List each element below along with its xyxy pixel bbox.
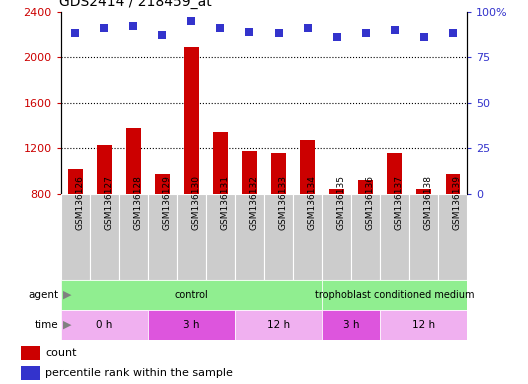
Bar xyxy=(119,194,148,280)
Bar xyxy=(409,194,438,280)
Bar xyxy=(148,194,177,280)
Bar xyxy=(438,194,467,280)
Text: ▶: ▶ xyxy=(63,320,72,330)
Bar xyxy=(235,310,322,340)
Bar xyxy=(293,194,322,280)
Bar xyxy=(21,346,40,360)
Text: GSM136128: GSM136128 xyxy=(133,175,143,230)
Text: time: time xyxy=(34,320,58,330)
Text: GSM136133: GSM136133 xyxy=(279,175,288,230)
Text: 3 h: 3 h xyxy=(183,320,200,330)
Text: GSM136130: GSM136130 xyxy=(192,175,201,230)
Bar xyxy=(329,189,344,194)
Text: 12 h: 12 h xyxy=(412,320,435,330)
Text: GSM136126: GSM136126 xyxy=(76,175,84,230)
Text: GSM136127: GSM136127 xyxy=(105,175,114,230)
Text: ▶: ▶ xyxy=(63,290,72,300)
Text: GSM136131: GSM136131 xyxy=(221,175,230,230)
Text: GSM136134: GSM136134 xyxy=(307,175,317,230)
Bar xyxy=(61,310,148,340)
Point xyxy=(420,34,428,40)
Bar xyxy=(90,194,119,280)
Bar xyxy=(322,280,467,310)
Text: GSM136136: GSM136136 xyxy=(365,175,375,230)
Bar xyxy=(21,366,40,381)
Point xyxy=(303,25,312,31)
Bar xyxy=(148,310,235,340)
Bar xyxy=(322,194,351,280)
Text: GSM136135: GSM136135 xyxy=(337,175,346,230)
Bar xyxy=(61,194,90,280)
Text: 3 h: 3 h xyxy=(343,320,360,330)
Text: GSM136139: GSM136139 xyxy=(453,175,462,230)
Bar xyxy=(446,174,460,194)
Text: 0 h: 0 h xyxy=(96,320,112,330)
Bar xyxy=(322,310,380,340)
Point xyxy=(245,28,254,35)
Text: GSM136138: GSM136138 xyxy=(424,175,433,230)
Point xyxy=(391,26,399,33)
Bar xyxy=(380,194,409,280)
Bar xyxy=(155,174,169,194)
Text: count: count xyxy=(45,348,77,358)
Bar xyxy=(380,310,467,340)
Text: GDS2414 / 218459_at: GDS2414 / 218459_at xyxy=(59,0,211,9)
Point xyxy=(129,23,138,29)
Point xyxy=(100,25,109,31)
Point xyxy=(216,25,225,31)
Bar xyxy=(264,194,293,280)
Bar xyxy=(351,194,380,280)
Point xyxy=(71,30,80,36)
Bar xyxy=(235,194,264,280)
Bar xyxy=(126,127,140,194)
Bar xyxy=(359,180,373,194)
Bar xyxy=(242,151,257,194)
Point xyxy=(158,32,167,38)
Text: GSM136129: GSM136129 xyxy=(163,175,172,230)
Point xyxy=(275,30,283,36)
Bar xyxy=(271,152,286,194)
Bar xyxy=(388,153,402,194)
Bar xyxy=(68,169,82,194)
Bar xyxy=(177,194,206,280)
Text: 12 h: 12 h xyxy=(267,320,290,330)
Bar xyxy=(417,189,431,194)
Text: control: control xyxy=(175,290,208,300)
Point xyxy=(361,30,370,36)
Text: agent: agent xyxy=(28,290,58,300)
Point xyxy=(187,18,196,24)
Bar xyxy=(97,145,111,194)
Text: percentile rank within the sample: percentile rank within the sample xyxy=(45,368,233,378)
Bar xyxy=(184,47,199,194)
Text: trophoblast conditioned medium: trophoblast conditioned medium xyxy=(315,290,475,300)
Text: GSM136137: GSM136137 xyxy=(395,175,404,230)
Text: GSM136132: GSM136132 xyxy=(250,175,259,230)
Point xyxy=(333,34,341,40)
Bar xyxy=(61,280,322,310)
Bar xyxy=(300,140,315,194)
Bar xyxy=(213,132,228,194)
Point xyxy=(449,30,457,36)
Bar xyxy=(206,194,235,280)
